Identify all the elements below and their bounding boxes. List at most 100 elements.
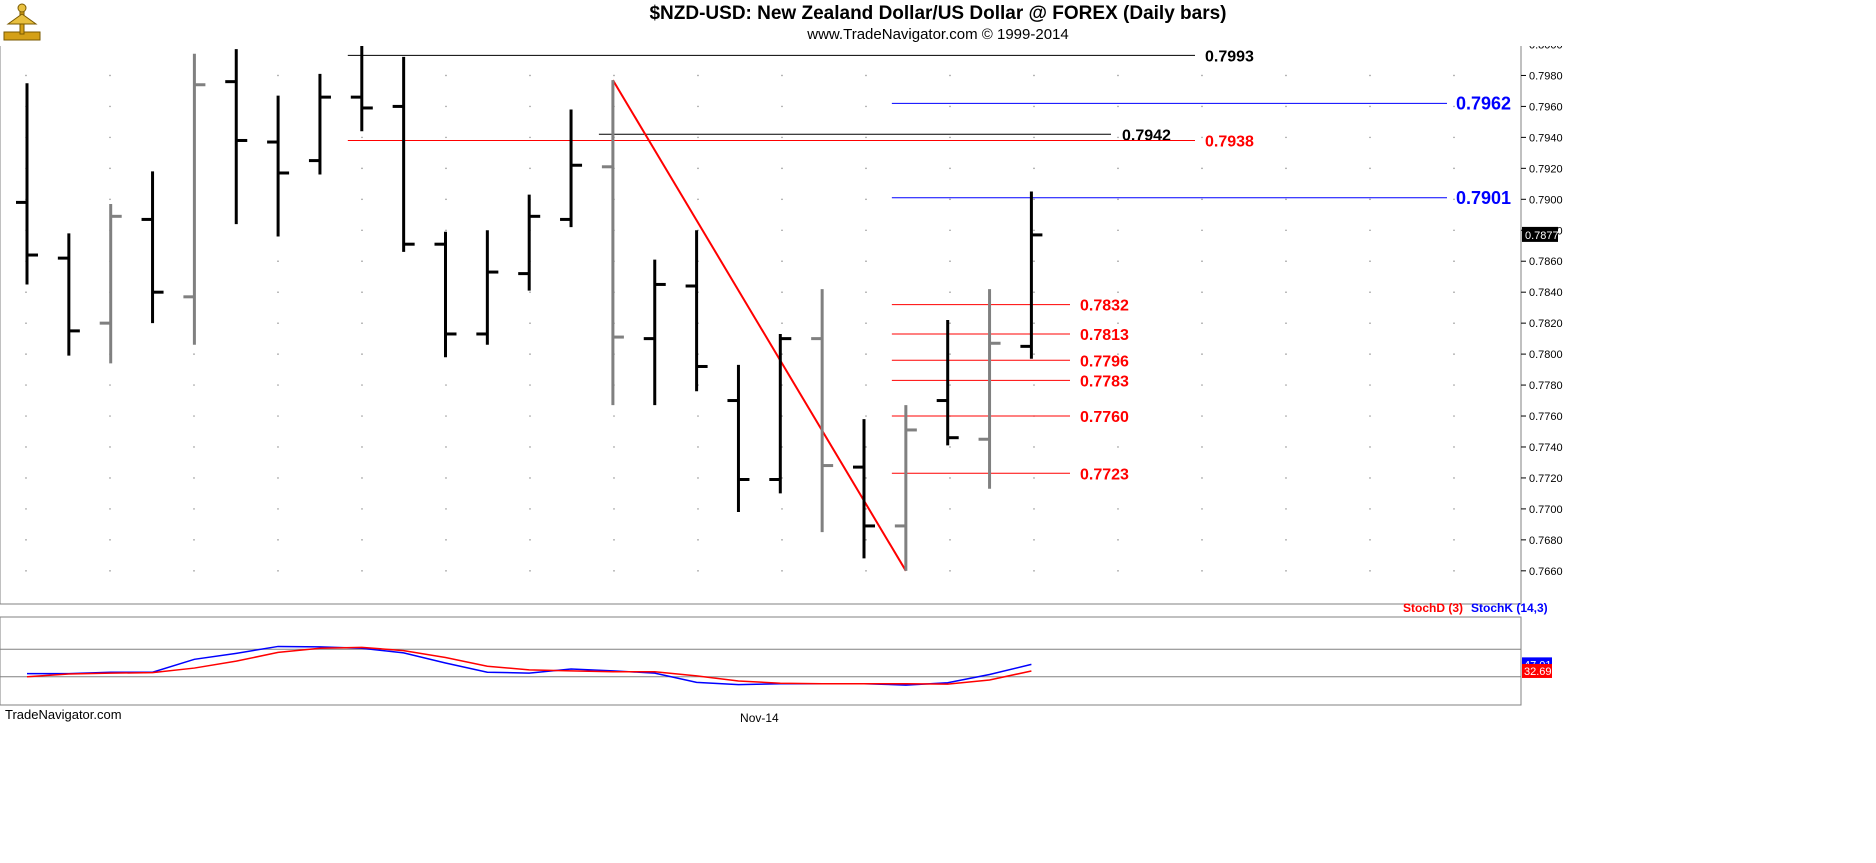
- grid-dot: [949, 105, 951, 108]
- grid-dot: [1117, 105, 1119, 108]
- grid-dot: [1033, 291, 1035, 293]
- grid-dot: [865, 260, 867, 263]
- grid-dot: [865, 322, 867, 324]
- grid-dot: [361, 477, 363, 479]
- grid-dot: [193, 384, 195, 386]
- grid-dot: [1117, 570, 1119, 572]
- grid-dot: [445, 508, 447, 510]
- level-label: 0.7723: [1080, 466, 1129, 483]
- watermark: TradeNavigator.com: [5, 707, 122, 722]
- y-tick-label: 0.7900: [1529, 194, 1563, 206]
- grid-dot: [193, 477, 195, 479]
- grid-dot: [529, 384, 531, 386]
- grid-dot: [697, 198, 699, 201]
- grid-dot: [1285, 260, 1287, 263]
- grid-dot: [1201, 539, 1203, 541]
- y-tick-label: 0.7920: [1529, 163, 1563, 175]
- grid-dot: [865, 446, 867, 448]
- grid-dot: [193, 353, 195, 355]
- grid-dot: [25, 353, 27, 355]
- grid-dot: [697, 74, 699, 77]
- grid-dot: [277, 260, 279, 263]
- grid-dot: [697, 570, 699, 572]
- grid-dot: [1117, 291, 1119, 293]
- grid-dot: [1285, 167, 1287, 170]
- grid-dot: [1285, 136, 1287, 139]
- y-tick-label: 0.7820: [1529, 318, 1563, 330]
- grid-dot: [529, 477, 531, 479]
- grid-dot: [865, 167, 867, 170]
- grid-dot: [697, 167, 699, 170]
- grid-dot: [529, 353, 531, 355]
- grid-dot: [1033, 260, 1035, 263]
- grid-dot: [781, 136, 783, 139]
- grid-dot: [613, 446, 615, 448]
- grid-dot: [1453, 539, 1455, 541]
- grid-dot: [1033, 570, 1035, 572]
- grid-dot: [865, 291, 867, 293]
- grid-dot: [865, 74, 867, 77]
- grid-dot: [361, 198, 363, 201]
- grid-dot: [25, 74, 27, 77]
- grid-dot: [613, 477, 615, 479]
- grid-dot: [1369, 353, 1371, 355]
- grid-dot: [361, 415, 363, 417]
- grid-dot: [361, 260, 363, 263]
- grid-dot: [1033, 105, 1035, 108]
- grid-dot: [949, 198, 951, 201]
- grid-dot: [529, 291, 531, 293]
- grid-dot: [781, 322, 783, 324]
- y-tick-label: 0.7960: [1529, 101, 1563, 113]
- grid-dot: [25, 477, 27, 479]
- grid-dot: [1033, 477, 1035, 479]
- grid-dot: [1201, 570, 1203, 572]
- grid-dot: [1117, 167, 1119, 170]
- y-tick-label: 0.7720: [1529, 473, 1563, 485]
- grid-dot: [1033, 539, 1035, 541]
- grid-dot: [1285, 384, 1287, 386]
- grid-dot: [697, 415, 699, 417]
- grid-dot: [1453, 322, 1455, 324]
- grid-dot: [445, 539, 447, 541]
- stochastic-value-badge: [1522, 663, 1552, 678]
- grid-dot: [361, 353, 363, 355]
- grid-dot: [445, 136, 447, 139]
- grid-dot: [1117, 415, 1119, 417]
- stochastic-panel: [0, 616, 1522, 706]
- grid-dot: [613, 570, 615, 572]
- grid-dot: [949, 74, 951, 77]
- grid-dot: [781, 260, 783, 263]
- grid-dot: [781, 570, 783, 572]
- grid-dot: [25, 446, 27, 448]
- grid-dot: [1369, 384, 1371, 386]
- grid-dot: [361, 136, 363, 139]
- grid-dot: [1369, 198, 1371, 201]
- grid-dot: [361, 291, 363, 293]
- grid-dot: [949, 260, 951, 263]
- grid-dot: [865, 477, 867, 479]
- grid-dot: [697, 105, 699, 108]
- grid-dot: [529, 570, 531, 572]
- grid-dot: [1201, 384, 1203, 386]
- level-label: 0.7760: [1080, 409, 1129, 426]
- stochastic-value-label: 32.69: [1524, 666, 1552, 678]
- grid-dot: [1033, 446, 1035, 448]
- grid-dot: [361, 570, 363, 572]
- grid-dot: [25, 415, 27, 417]
- level-label: 0.7813: [1080, 327, 1129, 344]
- grid-dot: [1285, 291, 1287, 293]
- level-label: 0.7783: [1080, 373, 1129, 390]
- grid-dot: [361, 384, 363, 386]
- grid-dot: [1285, 353, 1287, 355]
- grid-dot: [1033, 322, 1035, 324]
- grid-dot: [1285, 74, 1287, 77]
- grid-dot: [697, 446, 699, 448]
- grid-dot: [1201, 291, 1203, 293]
- grid-dot: [1117, 74, 1119, 77]
- grid-dot: [529, 446, 531, 448]
- y-tick-label: 0.7760: [1529, 411, 1563, 423]
- grid-dot: [445, 415, 447, 417]
- grid-dot: [613, 74, 615, 77]
- grid-dot: [109, 446, 111, 448]
- chart-header: $NZD-USD: New Zealand Dollar/US Dollar @…: [0, 0, 1876, 46]
